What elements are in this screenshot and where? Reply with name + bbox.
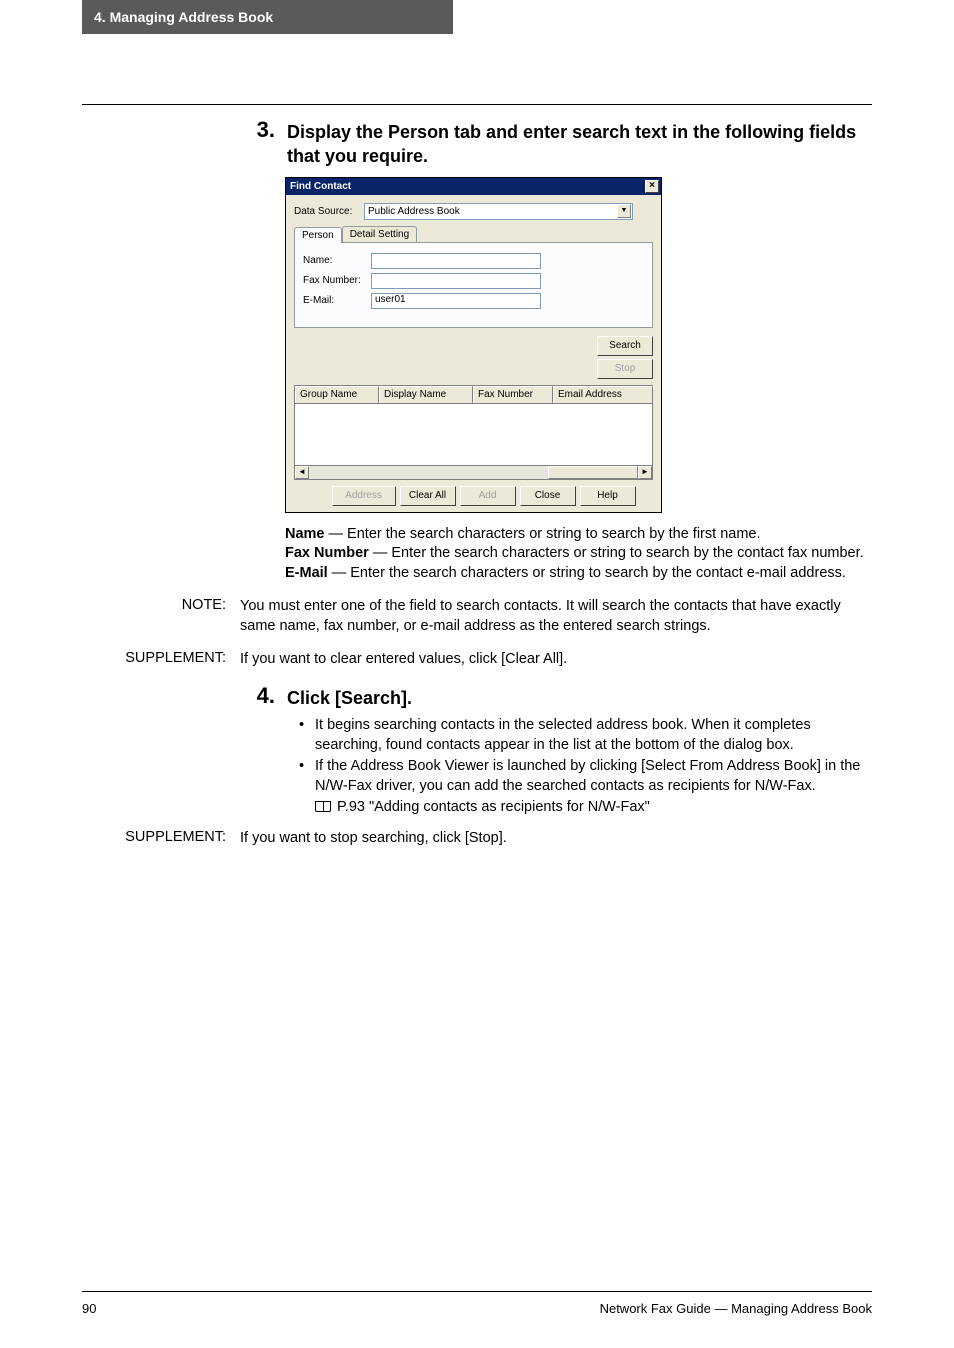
dialog-screenshot: Find Contact × Data Source: Public Addre… <box>285 177 872 513</box>
supplement-1-label: SUPPLEMENT: <box>82 650 240 670</box>
step-3-row: 3. Display the Person tab and enter sear… <box>82 120 872 169</box>
note-block: NOTE: You must enter one of the field to… <box>82 597 872 636</box>
add-button: Add <box>460 486 516 506</box>
name-input[interactable] <box>371 253 541 269</box>
find-contact-dialog: Find Contact × Data Source: Public Addre… <box>285 177 662 513</box>
step-4-bullets: It begins searching contacts in the sele… <box>285 716 872 796</box>
search-button[interactable]: Search <box>597 336 653 356</box>
email-term: E-Mail <box>285 565 328 581</box>
name-term: Name <box>285 526 325 542</box>
fax-number-label: Fax Number: <box>303 275 371 286</box>
book-icon <box>315 801 331 812</box>
step-4-heading: Click [Search]. <box>287 686 872 710</box>
tab-person[interactable]: Person <box>294 227 342 243</box>
tab-detail-setting[interactable]: Detail Setting <box>342 226 417 242</box>
footer-right: Network Fax Guide — Managing Address Boo… <box>600 1301 872 1316</box>
name-label: Name: <box>303 255 371 266</box>
supplement-2-label: SUPPLEMENT: <box>82 829 240 849</box>
bullet-2: If the Address Book Viewer is launched b… <box>285 757 872 796</box>
supplement-2-block: SUPPLEMENT: If you want to stop searchin… <box>82 829 872 849</box>
email-input[interactable]: user01 <box>371 293 541 309</box>
data-source-label: Data Source: <box>294 206 364 217</box>
close-icon[interactable]: × <box>645 180 659 193</box>
note-label: NOTE: <box>82 597 240 636</box>
scroll-left-icon[interactable]: ◄ <box>295 466 309 479</box>
step-4-row: 4. Click [Search]. <box>82 686 872 710</box>
supplement-1-block: SUPPLEMENT: If you want to clear entered… <box>82 650 872 670</box>
dialog-titlebar: Find Contact × <box>286 178 661 195</box>
name-desc: — Enter the search characters or string … <box>325 526 761 542</box>
results-list[interactable] <box>294 404 653 466</box>
top-rule <box>82 104 872 105</box>
chevron-down-icon: ▼ <box>617 204 631 218</box>
close-button[interactable]: Close <box>520 486 576 506</box>
fax-number-input[interactable] <box>371 273 541 289</box>
horizontal-scrollbar[interactable]: ◄ ► <box>294 466 653 480</box>
dialog-title: Find Contact <box>290 181 351 192</box>
reference-line: P.93 "Adding contacts as recipients for … <box>315 799 872 815</box>
fax-term: Fax Number <box>285 545 369 561</box>
scroll-right-icon[interactable]: ► <box>638 466 652 479</box>
person-tab-panel: Name: Fax Number: E-Mail: user01 <box>294 242 653 328</box>
clear-all-button[interactable]: Clear All <box>400 486 456 506</box>
fax-desc: — Enter the search characters or string … <box>369 545 864 561</box>
step-3-heading: Display the Person tab and enter search … <box>287 120 872 169</box>
step-3-number: 3. <box>82 118 287 142</box>
chapter-header: 4. Managing Address Book <box>82 0 453 34</box>
col-display-name[interactable]: Display Name <box>379 386 473 403</box>
supplement-2-text: If you want to stop searching, click [St… <box>240 829 872 849</box>
results-header: Group Name Display Name Fax Number Email… <box>294 385 653 404</box>
supplement-1-text: If you want to clear entered values, cli… <box>240 650 872 670</box>
help-button[interactable]: Help <box>580 486 636 506</box>
field-descriptions: Name — Enter the search characters or st… <box>285 525 872 584</box>
bullet-1: It begins searching contacts in the sele… <box>285 716 872 755</box>
email-label: E-Mail: <box>303 295 371 306</box>
reference-text: P.93 "Adding contacts as recipients for … <box>337 799 650 815</box>
email-desc: — Enter the search characters or string … <box>328 565 846 581</box>
data-source-select[interactable]: Public Address Book ▼ <box>364 203 633 220</box>
page-footer: 90 Network Fax Guide — Managing Address … <box>82 1301 872 1316</box>
address-button: Address <box>332 486 396 506</box>
step-4-number: 4. <box>82 684 287 708</box>
bottom-rule <box>82 1291 872 1292</box>
page-number: 90 <box>82 1301 96 1316</box>
col-group-name[interactable]: Group Name <box>295 386 379 403</box>
col-email-address[interactable]: Email Address <box>553 386 653 403</box>
col-fax-number[interactable]: Fax Number <box>473 386 553 403</box>
note-text: You must enter one of the field to searc… <box>240 597 872 636</box>
data-source-value: Public Address Book <box>368 206 460 217</box>
stop-button: Stop <box>597 359 653 379</box>
